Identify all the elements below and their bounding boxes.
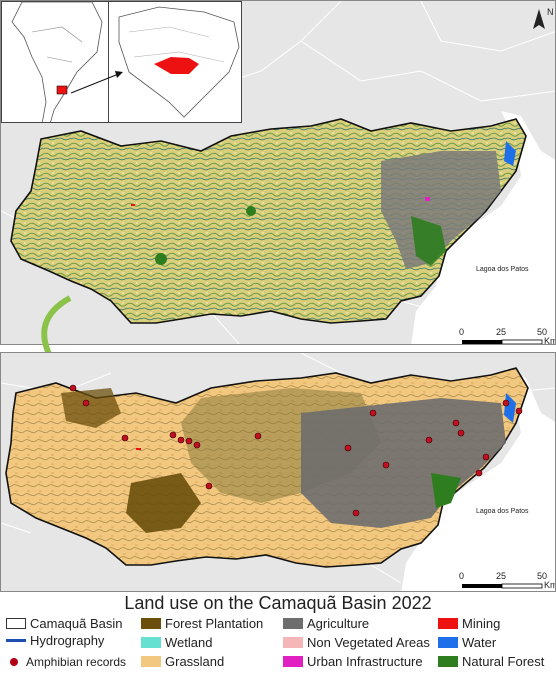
legend-item-hydrography: Hydrography: [6, 633, 104, 648]
amphibian-record: [69, 384, 77, 392]
svg-text:Km: Km: [544, 336, 556, 345]
inset-south-america: [1, 1, 109, 123]
amphibian-record: [382, 461, 390, 469]
non-vegetated-swatch: [283, 637, 303, 648]
amphibian-record: [344, 444, 352, 452]
legend-title: Land use on the Camaquã Basin 2022: [124, 593, 432, 613]
legend-item-agriculture: Agriculture: [283, 616, 369, 631]
amphibian-record: [185, 437, 193, 445]
legend-item-natural-forest: Natural Forest: [438, 654, 544, 669]
amphibian-record: [177, 436, 185, 444]
amphibian-records: [69, 384, 523, 517]
svg-text:25: 25: [496, 571, 506, 581]
mining-patch-bottom: [136, 448, 141, 450]
scale-bar-bottom: 0 25 50 Km: [459, 571, 556, 590]
legend-item-grassland: Grassland: [141, 654, 224, 669]
forest-plantation-swatch: [141, 618, 161, 629]
map-legend: Land use on the Camaquã Basin 2022 Camaq…: [0, 592, 556, 675]
urban-patch-top: [425, 197, 430, 201]
legend-item-wetland: Wetland: [141, 635, 212, 650]
legend-item-forest-plantation: Forest Plantation: [141, 616, 263, 631]
lagoon-area-bottom: [401, 368, 555, 591]
lagoon-label-bottom: Lagoa dos Patos: [476, 508, 529, 515]
forest-plantation-zone-bottom: [126, 473, 201, 533]
legend-item-urban: Urban Infrastructure: [283, 654, 423, 669]
agriculture-swatch: [283, 618, 303, 629]
lagoon-label-top: Lagoa dos Patos: [476, 266, 529, 273]
water-swatch: [438, 637, 458, 648]
amphibian-record: [425, 436, 433, 444]
forest-plantation-zone-bottom: [61, 388, 121, 428]
natural-forest-zone-bottom: [431, 473, 461, 508]
mining-patch-top: [131, 204, 135, 206]
wetland-swatch: [141, 637, 161, 648]
basin-map-top: Lagoa dos Patos N 0 25 50 Km: [1, 1, 556, 345]
amphibian-swatch: [10, 658, 18, 666]
inset-location-marker: [56, 85, 68, 95]
map-panel-top: Lagoa dos Patos N 0 25 50 Km: [0, 0, 556, 345]
legend-item-amphibian: Amphibian records: [10, 655, 126, 669]
basin-swatch: [6, 618, 26, 629]
svg-text:50: 50: [537, 571, 547, 581]
agriculture-zone-bottom: [301, 398, 506, 528]
svg-text:50: 50: [537, 327, 547, 337]
amphibian-record: [482, 453, 490, 461]
amphibian-record: [515, 407, 523, 415]
svg-text:N: N: [547, 7, 554, 17]
amphibian-record: [502, 399, 510, 407]
forest-patch-top: [155, 253, 167, 265]
urban-swatch: [283, 656, 303, 667]
inset-state: [108, 1, 242, 123]
forest-patch-top: [246, 206, 256, 216]
svg-text:Km: Km: [544, 580, 556, 590]
scale-bar-top: 0 25 50 Km: [459, 327, 556, 345]
amphibian-record: [457, 429, 465, 437]
grassland-swatch: [141, 656, 161, 667]
map-panel-bottom: Lagoa dos Patos 0 25 50 Km: [0, 352, 556, 592]
hydrography-swatch: [6, 639, 26, 642]
water-patch-top: [504, 141, 516, 166]
lagoon-area: [411, 111, 555, 344]
mining-swatch: [438, 618, 458, 629]
amphibian-record: [475, 469, 483, 477]
amphibian-record: [169, 431, 177, 439]
amphibian-record: [82, 399, 90, 407]
amphibian-record: [452, 419, 460, 427]
natural-forest-swatch: [438, 656, 458, 667]
svg-text:0: 0: [459, 327, 464, 337]
amphibian-record: [369, 409, 377, 417]
legend-item-water: Water: [438, 635, 496, 650]
amphibian-record: [121, 434, 129, 442]
svg-text:25: 25: [496, 327, 506, 337]
natural-forest-zone-top: [411, 216, 446, 266]
amphibian-record: [193, 441, 201, 449]
legend-item-mining: Mining: [438, 616, 500, 631]
basin-map-bottom: Lagoa dos Patos 0 25 50 Km: [1, 353, 556, 591]
north-arrow: N: [533, 7, 554, 29]
legend-item-non-vegetated: Non Vegetated Areas: [283, 635, 430, 650]
svg-text:0: 0: [459, 571, 464, 581]
amphibian-record: [352, 509, 360, 517]
inset-basin-marker: [154, 57, 199, 74]
amphibian-record: [254, 432, 262, 440]
amphibian-record: [205, 482, 213, 490]
agriculture-zone-top: [381, 151, 501, 269]
legend-item-basin: Camaquã Basin: [6, 616, 123, 631]
